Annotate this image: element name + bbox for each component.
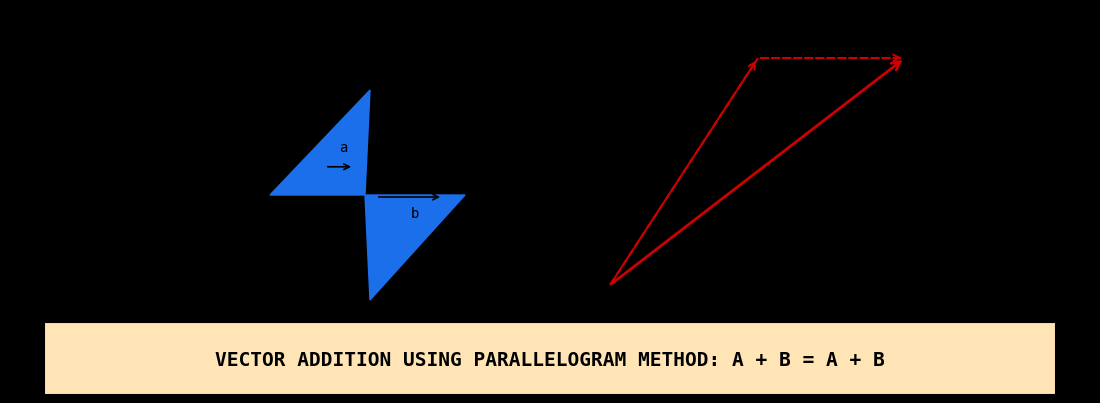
Text: VECTOR ADDITION USING PARALLELOGRAM METHOD: A + B = A + B: VECTOR ADDITION USING PARALLELOGRAM METH… (216, 351, 884, 370)
Polygon shape (365, 195, 465, 300)
Text: a: a (339, 141, 348, 155)
FancyBboxPatch shape (44, 322, 1056, 395)
Polygon shape (270, 90, 370, 195)
Text: b: b (410, 207, 419, 221)
